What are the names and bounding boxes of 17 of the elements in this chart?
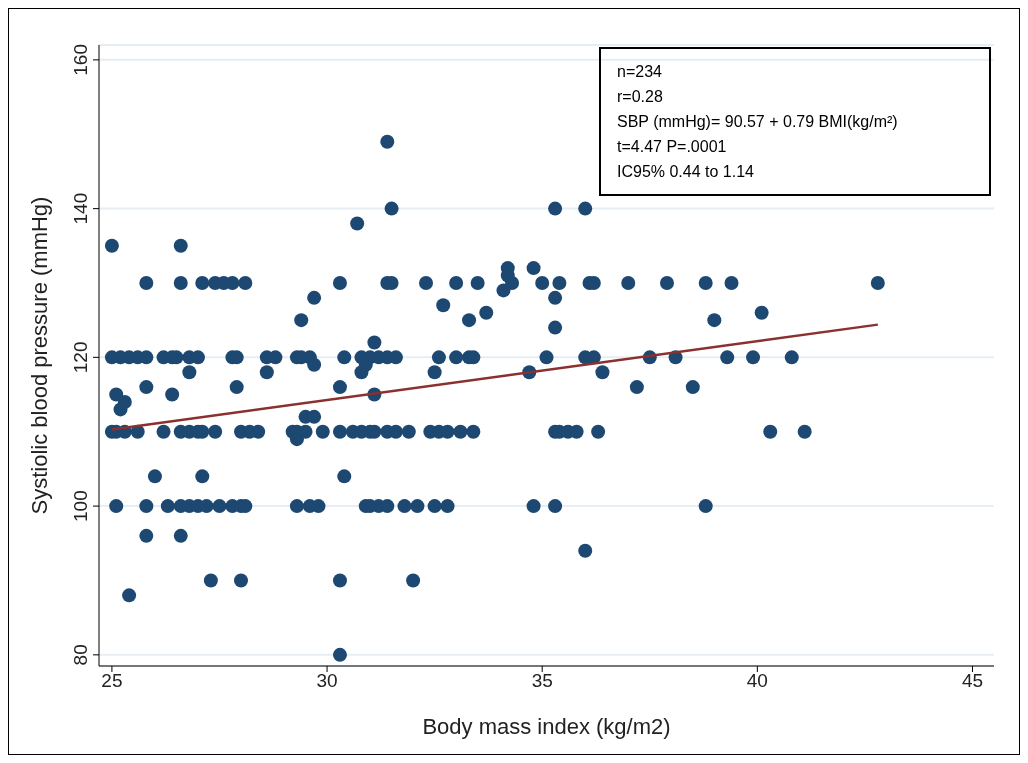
y-tick-label: 100 [70, 490, 91, 522]
x-tick-label: 35 [531, 670, 553, 692]
annotation: IC95% 0.44 to 1.14 [617, 162, 755, 182]
y-tick-label: 160 [70, 44, 91, 76]
annotation: t=4.47 P=.0001 [617, 137, 728, 157]
y-tick-label: 120 [70, 341, 91, 374]
x-tick-label: 45 [961, 670, 984, 692]
annotation: n=234 [617, 62, 663, 82]
x-axis-title: Body mass index (kg/m2) [422, 714, 671, 739]
x-tick-label: 30 [316, 670, 338, 692]
y-tick-label: 140 [70, 192, 91, 225]
annotation: SBP (mmHg)= 90.57 + 0.79 BMI(kg/m²) [617, 112, 899, 132]
y-tick-label: 80 [70, 644, 91, 666]
y-axis-title: Systiolic blood pressure (mmHg) [26, 196, 52, 515]
x-tick-label: 25 [101, 670, 123, 692]
x-tick-label: 40 [746, 670, 768, 692]
annotation: r=0.28 [617, 87, 664, 107]
